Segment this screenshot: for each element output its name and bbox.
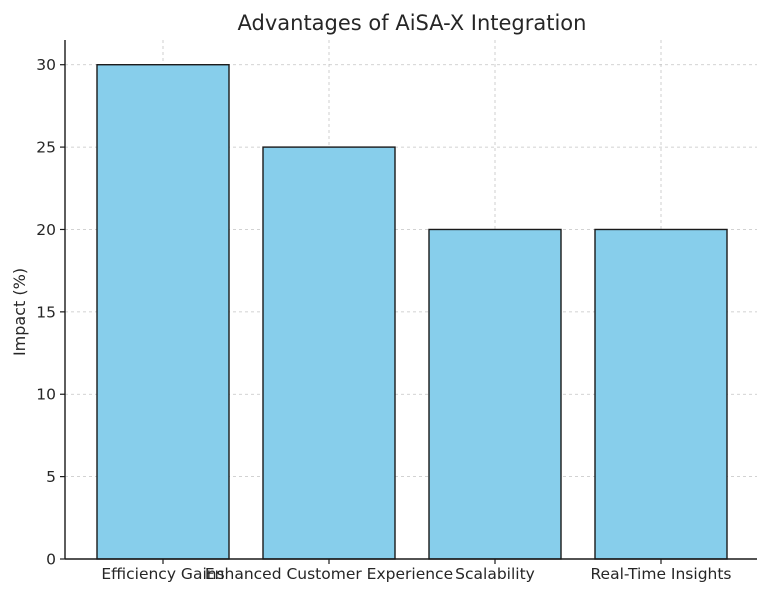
y-tick-label: 30 — [36, 56, 56, 74]
bars-group — [96, 64, 728, 560]
chart-title: Advantages of AiSA-X Integration — [238, 11, 587, 35]
x-tick-label: Real-Time Insights — [590, 565, 731, 583]
bar-efficiency-gains — [96, 64, 230, 560]
y-tick-label: 0 — [46, 551, 56, 569]
y-axis-label: Impact (%) — [10, 268, 29, 356]
x-tick-label: Efficiency Gains — [101, 565, 224, 583]
axes-group — [60, 40, 757, 564]
bar-real-time-insights — [594, 228, 728, 560]
y-tick-label: 5 — [46, 468, 56, 486]
y-tick-label: 20 — [36, 221, 56, 239]
x-tick-label: Enhanced Customer Experience — [205, 565, 453, 583]
bar-enhanced-customer-experience — [262, 146, 396, 560]
y-tick-label: 10 — [36, 386, 56, 404]
y-tick-label: 15 — [36, 303, 56, 321]
bar-scalability — [428, 228, 562, 560]
y-tick-label: 25 — [36, 139, 56, 157]
x-tick-label: Scalability — [455, 565, 535, 583]
